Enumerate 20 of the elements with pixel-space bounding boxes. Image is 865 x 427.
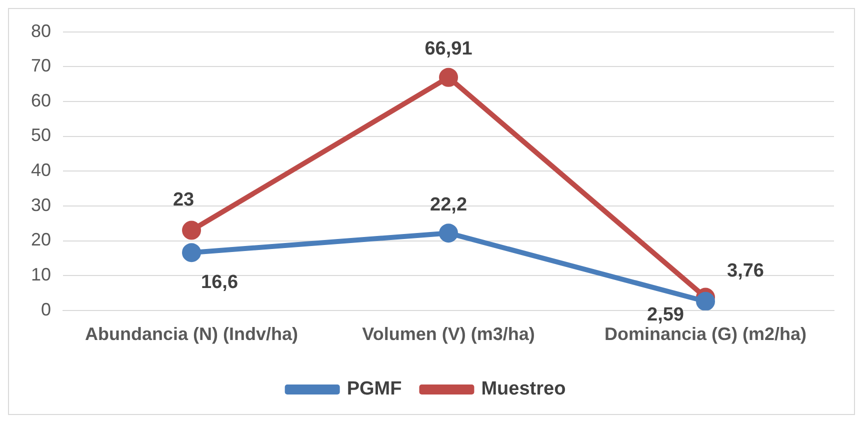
y-tick-label: 30 xyxy=(30,194,52,215)
legend-label: PGMF xyxy=(346,378,402,400)
data-label: 22,2 xyxy=(430,194,468,216)
data-label: 16,6 xyxy=(201,272,238,293)
y-tick-label: 50 xyxy=(30,125,52,146)
y-tick-label: 60 xyxy=(30,90,52,110)
y-tick-label: 40 xyxy=(30,160,52,180)
x-tick-label: Volumen (V) (m3/ha) xyxy=(362,324,535,344)
y-tick-label: 80 xyxy=(30,20,52,41)
data-label: 3,76 xyxy=(727,260,764,282)
x-tick-label: Dominancia (G) (m2/ha) xyxy=(604,324,807,344)
data-label: 2,59 xyxy=(647,304,684,326)
legend-label: Muestreo xyxy=(481,378,566,400)
y-tick-label: 20 xyxy=(30,230,52,250)
x-tick-label: Abundancia (N) (Indv/ha) xyxy=(85,324,298,344)
y-tick-label: 10 xyxy=(30,264,52,285)
data-label: 23 xyxy=(172,190,194,211)
y-tick-label: 70 xyxy=(30,56,52,76)
data-label: 66,91 xyxy=(424,38,473,60)
y-tick-label: 0 xyxy=(41,299,52,320)
